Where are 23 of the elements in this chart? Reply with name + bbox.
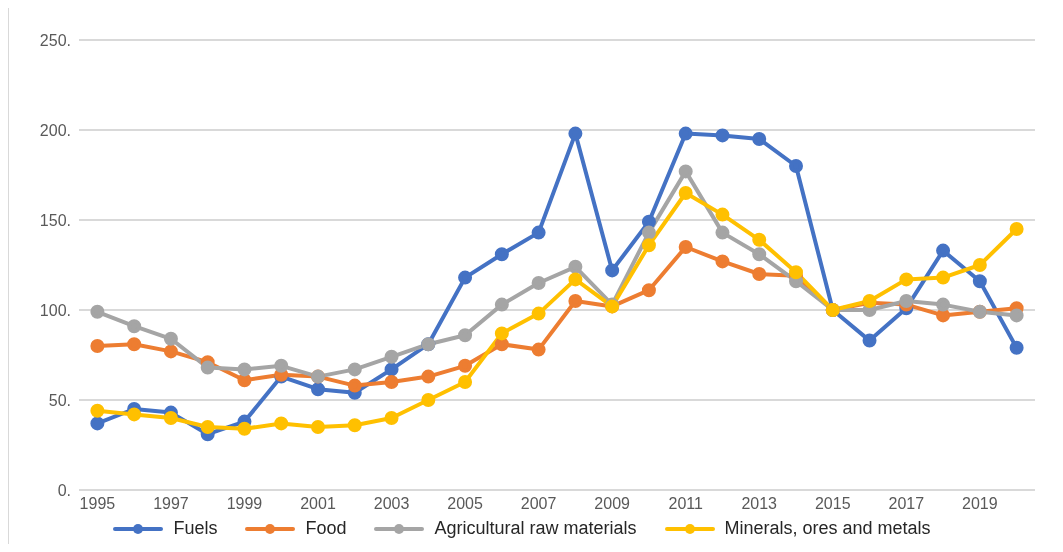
x-tick-label: 2011 <box>668 495 703 513</box>
y-tick-label: 200. <box>39 121 71 139</box>
legend-label: Agricultural raw materials <box>434 518 637 539</box>
x-tick-label: 2017 <box>888 495 925 513</box>
x-tick-label: 2015 <box>814 495 851 513</box>
x-tick-label: 2007 <box>520 495 557 513</box>
y-tick-label: 50. <box>48 391 71 409</box>
legend-label: Food <box>305 518 347 539</box>
legend-label: Minerals, ores and metals <box>724 518 931 539</box>
x-tick-label: 1995 <box>79 495 116 513</box>
x-tick-label: 2013 <box>741 495 778 513</box>
y-tick-label: 150. <box>39 211 71 229</box>
y-tick-label: 250. <box>39 31 71 49</box>
y-tick-label: 100. <box>39 301 71 319</box>
x-tick-label: 1999 <box>226 495 263 513</box>
x-tick-label: 1997 <box>153 495 189 513</box>
y-tick-label: 0. <box>57 481 71 499</box>
x-tick-label: 2003 <box>373 495 410 513</box>
x-tick-label: 2001 <box>300 495 336 513</box>
legend-label: Fuels <box>173 518 218 539</box>
x-tick-label: 2009 <box>594 495 631 513</box>
x-tick-label: 2019 <box>962 495 998 513</box>
x-tick-label: 2005 <box>447 495 483 513</box>
